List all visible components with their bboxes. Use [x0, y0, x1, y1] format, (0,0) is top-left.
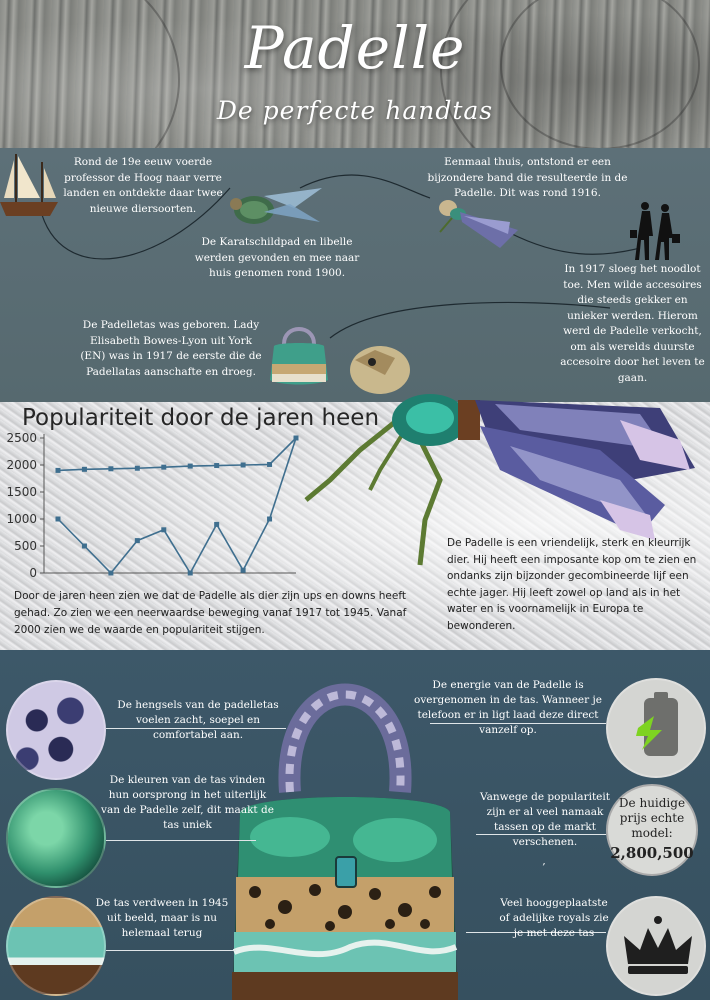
bag-thumbnail-icon — [270, 327, 328, 385]
y-tick-label: 1000 — [6, 512, 37, 526]
page-title: Padelle — [244, 14, 466, 82]
home-caption: Eenmaal thuis, ontstond er een bijzonder… — [427, 156, 628, 199]
fashion-caption: In 1917 sloeg het noodlot toe. Men wilde… — [560, 263, 705, 384]
handle-detail-circle — [6, 680, 106, 780]
data-point — [161, 464, 167, 470]
turtle-icon — [230, 188, 322, 224]
fakes-mark: , — [542, 855, 546, 867]
y-tick-label: 500 — [14, 539, 37, 553]
header-banner: Padelle De perfecte handtas — [0, 0, 710, 148]
data-point — [55, 467, 61, 473]
leader-line — [430, 723, 606, 724]
shoppers-icon — [630, 202, 680, 260]
wood-ring — [500, 0, 700, 148]
padelle-bag-illustration — [232, 683, 458, 1000]
energy-caption: De energie van de Padelle is overgenomen… — [414, 679, 602, 736]
y-tick-label: 1500 — [6, 485, 37, 499]
battery-charging-icon — [636, 692, 678, 756]
history-caption: De tas verdween in 1945 uit beeld, maar … — [95, 897, 229, 939]
history-detail-circle — [6, 896, 106, 996]
data-point — [267, 516, 273, 522]
color-detail-circle — [6, 788, 106, 888]
dragonfly-icon — [439, 200, 518, 248]
data-point — [240, 462, 246, 468]
leader-line — [466, 932, 606, 933]
price-label: De huidige prijs echte model: — [618, 796, 686, 840]
data-point — [187, 463, 193, 469]
popularity-description: Door de jaren heen zien we dat de Padell… — [14, 590, 407, 636]
data-point — [55, 516, 61, 522]
data-point — [240, 567, 246, 573]
ship-icon — [0, 154, 58, 216]
padelle-illustration — [304, 346, 695, 566]
story-connector-lines — [39, 174, 641, 339]
data-point — [214, 521, 220, 527]
data-point — [214, 463, 220, 469]
data-point — [108, 466, 114, 472]
padelle-description: De Padelle is een vriendelijk, sterk en … — [447, 537, 697, 632]
series-line — [57, 437, 297, 472]
wood-ring — [440, 0, 710, 148]
royals-caption: Veel hooggeplaatste of adelijke royals z… — [499, 897, 609, 939]
wood-ring — [0, 0, 180, 148]
popularity-chart: 0 500 1000 1500 2000 2500 — [6, 431, 299, 580]
bag-born-caption: De Padelletas was geboren. Lady Elisabet… — [80, 319, 262, 378]
data-point — [134, 538, 140, 544]
price-badge: De huidige prijs echte model: 2,800,500 — [606, 784, 698, 876]
series-line — [57, 437, 297, 575]
leader-line — [106, 840, 256, 841]
data-point — [108, 570, 114, 576]
page-subtitle: De perfecte handtas — [216, 96, 494, 125]
price-value: 2,800,500 — [610, 844, 694, 862]
data-point — [134, 465, 140, 471]
crown-icon — [624, 916, 692, 974]
leader-line — [476, 834, 606, 835]
data-point — [267, 461, 273, 467]
leader-line — [106, 728, 286, 729]
data-point — [161, 527, 167, 533]
fakes-caption: Vanwege de populariteit zijn er al veel … — [480, 791, 610, 848]
y-tick-label: 0 — [29, 566, 37, 580]
ship-caption: Rond de 19e eeuw voerde professor de Hoo… — [63, 156, 223, 215]
bag-section: De hengsels van de padelletas voelen zac… — [0, 650, 710, 1000]
data-point — [293, 435, 299, 441]
y-tick-label: 2500 — [6, 431, 37, 445]
crown-circle — [606, 896, 706, 996]
colors-caption: De kleuren van de tas vinden hun oorspro… — [101, 774, 274, 831]
discovery-caption: De Karatschildpad en libelle werden gevo… — [194, 236, 360, 279]
y-tick-label: 2000 — [6, 458, 37, 472]
battery-circle — [606, 678, 706, 778]
data-point — [81, 466, 87, 472]
handles-caption: De hengsels van de padelletas voelen zac… — [117, 699, 279, 741]
data-point — [81, 543, 87, 549]
data-point — [187, 570, 193, 576]
leader-line — [106, 950, 236, 951]
chart-title: Populariteit door de jaren heen — [22, 405, 380, 431]
